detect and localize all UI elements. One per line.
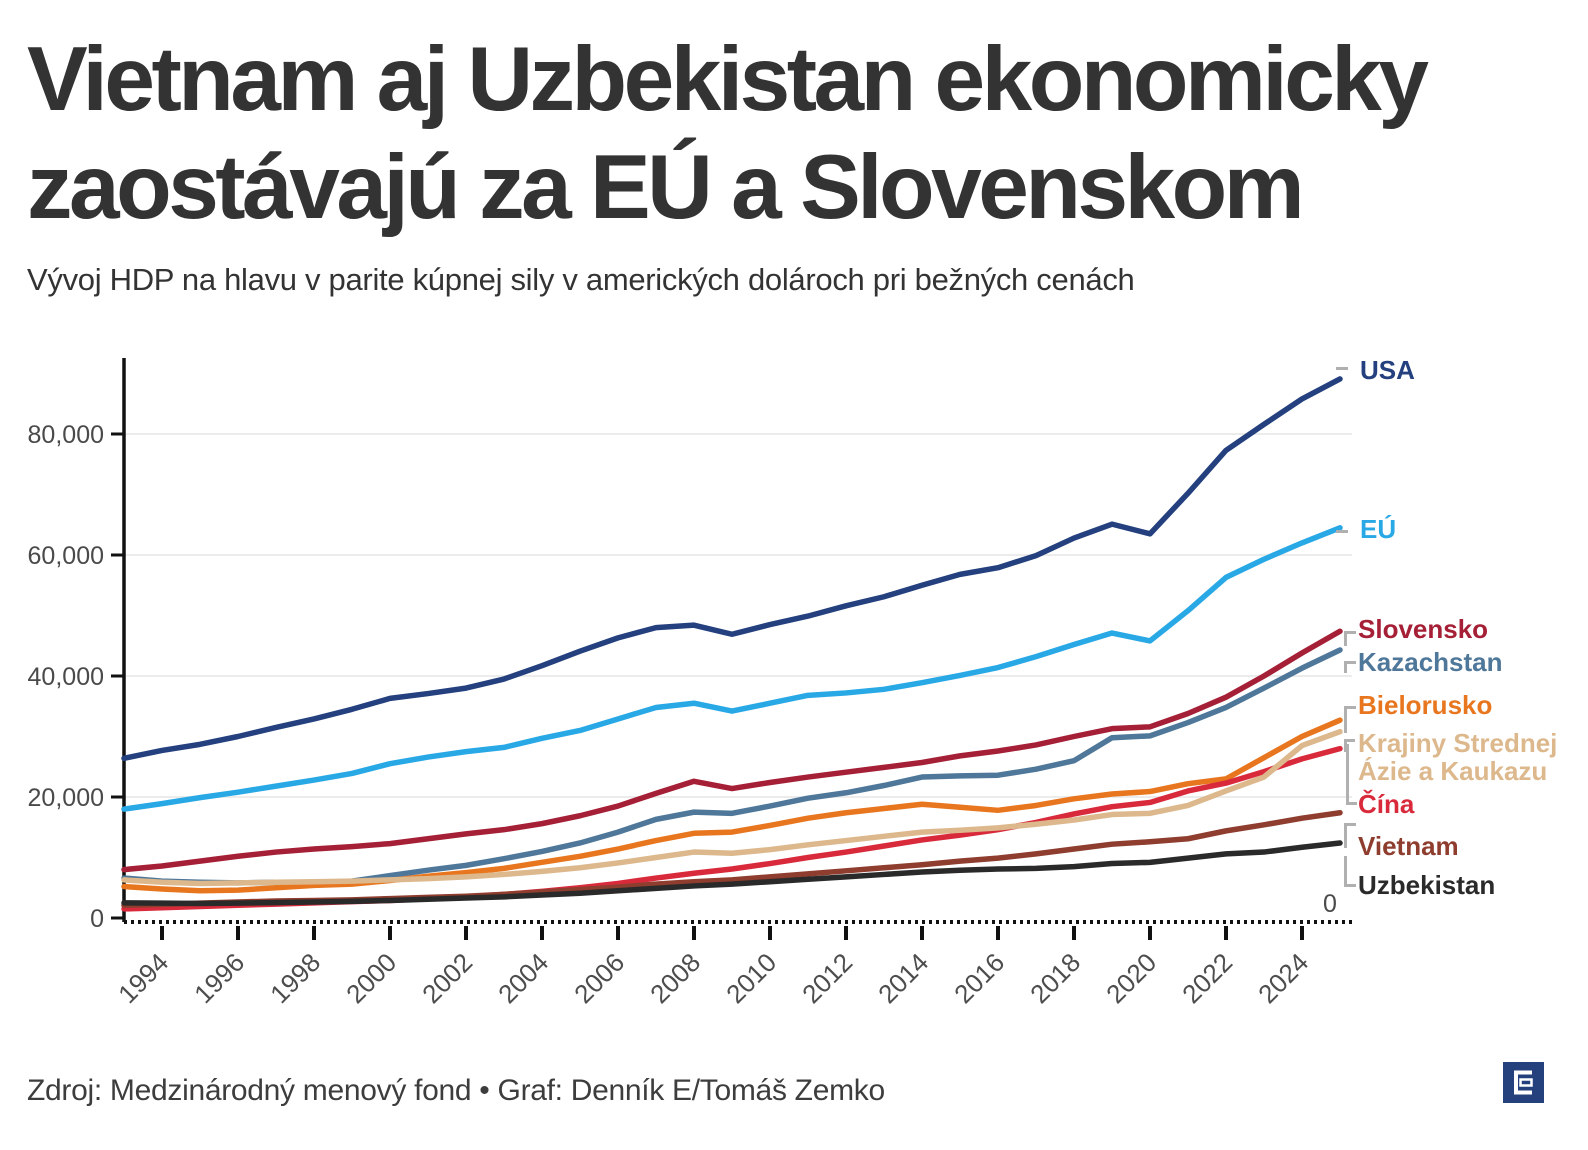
legend-label-kazachstan: Kazachstan	[1358, 647, 1503, 677]
chart-subtitle: Vývoj HDP na hlavu v parite kúpnej sily …	[27, 262, 1135, 297]
x-tick-label-2016: 2016	[948, 947, 1010, 1009]
legend-leader-bielorusko	[1344, 706, 1356, 733]
x-tick-label-1994: 1994	[112, 947, 174, 1009]
legend-leader-slovensko	[1344, 631, 1356, 646]
x-tick-label-2022: 2022	[1176, 947, 1238, 1009]
legend-leader-krajiny-strednej-azie	[1344, 739, 1355, 752]
legend-label-krajiny-strednej-azie: Krajiny Strednej Ázie a Kaukazu	[1358, 729, 1557, 785]
x-tick-label-2004: 2004	[492, 947, 554, 1009]
x-tick-label-2006: 2006	[568, 947, 630, 1009]
legend-leader-kazachstan	[1344, 661, 1356, 673]
bielorusko-line	[121, 717, 1343, 894]
x-tick-label-2010: 2010	[720, 947, 782, 1009]
x-tick-label-2002: 2002	[416, 947, 478, 1009]
header: Vietnam aj Uzbekistan ekonomicky zaostáv…	[27, 26, 1568, 298]
legend-label-usa: USA	[1360, 355, 1415, 385]
legend-leader-krajiny-strednej-azie	[1346, 744, 1357, 805]
x-tick-label-2012: 2012	[796, 947, 858, 1009]
y-tick-label-0: 0	[90, 905, 104, 933]
dennik-e-logo	[1503, 1062, 1544, 1103]
x-tick-label-2008: 2008	[644, 947, 706, 1009]
page-title: Vietnam aj Uzbekistan ekonomicky zaostáv…	[27, 26, 1568, 242]
legend-label-krajiny-strednej-azie-line1: Krajiny Strednej	[1358, 728, 1558, 758]
usa-line	[121, 376, 1343, 762]
legend-label-cina: Čína	[1358, 789, 1415, 819]
title-line-2: zaostávajú za EÚ a Slovenskom	[27, 137, 1305, 238]
y-tick-label-20000: 20,000	[28, 784, 104, 812]
krajiny-strednej-azie-line	[121, 728, 1343, 887]
y-tick-label-80000: 80,000	[28, 421, 104, 449]
x-tick-label-2024: 2024	[1252, 947, 1314, 1009]
x-tick-label-2020: 2020	[1100, 947, 1162, 1009]
right-zero-label: 0	[1323, 890, 1337, 918]
x-tick-label-1996: 1996	[188, 947, 250, 1009]
x-tick-label-2014: 2014	[872, 947, 934, 1009]
gdp-ppp-line-chart: 0 20,000 40,000 60,000 80,000 1994 1996 1998 200…	[0, 340, 1588, 1052]
uzbekistan-line	[121, 840, 1343, 907]
source-credit: Zdroj: Medzinárodný menový fond • Graf: …	[27, 1074, 885, 1107]
footer: Zdroj: Medzinárodný menový fond • Graf: …	[27, 1062, 1544, 1122]
eu-line	[121, 525, 1343, 812]
legend-label-krajiny-strednej-azie-line2: Ázie a Kaukazu	[1358, 756, 1548, 786]
legend-label-slovensko: Slovensko	[1358, 614, 1489, 644]
legend-leader-usa	[1336, 367, 1348, 370]
legend-label-vietnam: Vietnam	[1358, 831, 1459, 861]
x-tick-label-2000: 2000	[340, 947, 402, 1009]
legend-leader-eu	[1336, 530, 1348, 533]
x-tick-label-2018: 2018	[1024, 947, 1086, 1009]
y-tick-label-40000: 40,000	[28, 663, 104, 691]
slovensko-line	[121, 628, 1343, 873]
legend-label-eu: EÚ	[1360, 514, 1397, 544]
legend-label-uzbekistan: Uzbekistan	[1358, 870, 1496, 900]
x-tick-label-1998: 1998	[264, 947, 326, 1009]
legend-leader-uzbekistan	[1344, 856, 1356, 887]
y-tick-label-60000: 60,000	[28, 542, 104, 570]
legend-leader-vietnam	[1344, 823, 1356, 848]
title-line-1: Vietnam aj Uzbekistan ekonomicky	[27, 29, 1429, 130]
legend-label-bielorusko: Bielorusko	[1358, 690, 1493, 720]
